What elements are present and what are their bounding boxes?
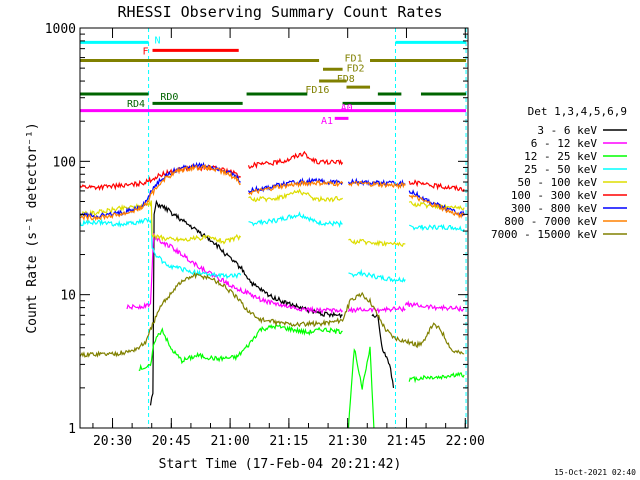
state-label-fd16: FD16	[305, 85, 329, 96]
x-tick-label-4: 21:30	[328, 434, 367, 449]
legend-label-7: 800 - 7000 keV	[504, 215, 597, 228]
series-line-25-50-kev-points	[79, 217, 242, 280]
chart-title: RHESSI Observing Summary Count Rates	[117, 3, 442, 21]
x-tick-label-3: 21:15	[269, 434, 308, 449]
series-line-6-12-kev-points	[126, 232, 344, 315]
series-line-12-25-kev-points	[138, 323, 343, 372]
x-tick-label-6: 22:00	[446, 434, 485, 449]
series-line-3-6-kev-points	[149, 199, 343, 406]
series-line-100-300-kev-points_c	[408, 179, 465, 193]
y-tick-label-1: 10	[60, 289, 76, 304]
y-tick-label-2: 100	[53, 155, 76, 170]
state-label-a1: A1	[321, 116, 333, 127]
series-line-800-7000-kev-points_b	[248, 179, 344, 196]
legend-title: Det 1,3,4,5,6,9	[528, 105, 627, 118]
series-line-3-6-kev-points_b	[371, 313, 395, 388]
legend-label-5: 100 - 300 keV	[511, 189, 597, 202]
state-label-a0: A0	[341, 103, 353, 114]
legend-label-3: 25 - 50 keV	[524, 163, 597, 176]
series-line-7000-15000-kev-points	[79, 271, 465, 358]
series-line-25-50-kev-points_c	[348, 268, 406, 283]
legend-label-6: 300 - 800 keV	[511, 202, 597, 215]
series-line-12-25-kev-points_c	[408, 371, 465, 384]
series-line-25-50-kev-points_d	[409, 223, 465, 233]
legend-label-2: 12 - 25 keV	[524, 150, 597, 163]
legend-label-8: 7000 - 15000 keV	[491, 228, 597, 241]
y-tick-label-3: 1000	[45, 22, 76, 37]
y-axis-label: Count Rate (s⁻¹ detector⁻¹)	[25, 122, 40, 333]
series-line-800-7000-kev-points_d	[408, 194, 465, 219]
state-label-rd0: RD0	[160, 92, 178, 103]
series-line-300-800-kev-points	[79, 161, 241, 219]
state-label-fd1: FD1	[345, 54, 363, 65]
legend-label-0: 3 - 6 keV	[537, 124, 597, 137]
series-line-800-7000-kev-points	[79, 163, 242, 222]
state-label-fd8: FD8	[337, 74, 355, 85]
state-label-n: N	[154, 35, 160, 46]
plot-frame	[79, 27, 469, 429]
x-axis-label: Start Time (17-Feb-04 20:21:42)	[159, 457, 402, 472]
series-line-50-100-kev-points	[79, 200, 242, 245]
series-line-12-25-kev-points_b	[347, 346, 375, 429]
legend-label-1: 6 - 12 keV	[531, 137, 598, 150]
legend-label-4: 50 - 100 keV	[518, 176, 598, 189]
state-label-rd4: RD4	[127, 99, 145, 110]
series-line-25-50-kev-points_b	[248, 211, 343, 229]
x-tick-label-5: 21:45	[387, 434, 426, 449]
series-line-6-12-kev-points_c	[404, 300, 465, 313]
footer-timestamp: 15-Oct-2021 02:40	[554, 468, 636, 477]
series-line-50-100-kev-points_b	[248, 188, 344, 203]
x-tick-label-2: 21:00	[211, 434, 250, 449]
series-line-100-300-kev-points	[79, 163, 242, 192]
series-line-100-300-kev-points_b	[247, 150, 344, 169]
x-tick-label-1: 20:45	[152, 434, 191, 449]
series-line-800-7000-kev-points_c	[348, 180, 406, 190]
state-label-fd2: FD2	[347, 64, 365, 75]
y-tick-label-0: 1	[68, 422, 76, 437]
series-line-50-100-kev-points_c	[348, 238, 406, 248]
x-tick-label-0: 20:30	[93, 434, 132, 449]
state-label-f: F	[143, 46, 149, 57]
series-line-6-12-kev-points_b	[347, 305, 406, 314]
